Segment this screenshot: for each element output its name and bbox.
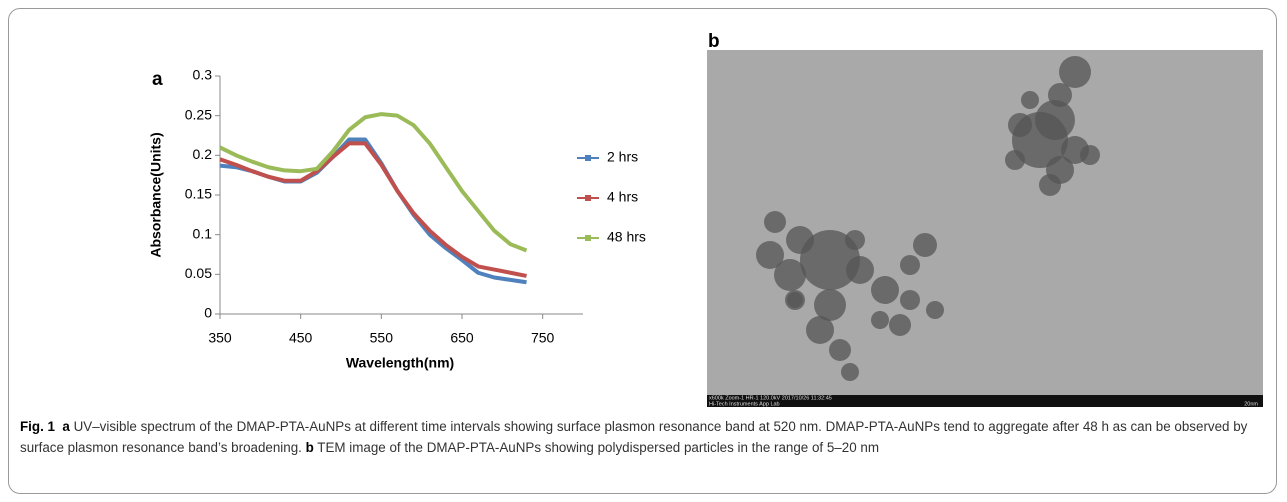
x-tick-label: 450	[289, 330, 313, 346]
legend-label: 4 hrs	[607, 189, 638, 205]
series-line	[219, 141, 527, 278]
caption-text: UV–visible spectrum of the DMAP-PTA-AuNP…	[20, 419, 1248, 455]
legend-marker	[585, 195, 591, 201]
x-tick-label: 350	[208, 330, 232, 346]
series-line	[219, 112, 528, 253]
panel-label: a	[152, 69, 163, 90]
y-tick-label: 0	[204, 305, 212, 321]
y-tick-label: 0.05	[185, 265, 212, 281]
caption-fig: Fig. 1	[20, 419, 55, 434]
y-tick-label: 0.25	[185, 106, 212, 122]
y-tick-label: 0.2	[193, 146, 213, 162]
panel-label: b	[708, 31, 720, 52]
legend-label: 48 hrs	[607, 229, 646, 245]
tem-background	[707, 50, 1263, 407]
tem-info-bar	[707, 395, 1263, 407]
caption-label: a	[62, 419, 70, 434]
particles	[756, 56, 1100, 381]
legend-marker	[585, 155, 591, 161]
caption-label: b	[305, 440, 314, 455]
x-axis-title: Wavelength(nm)	[346, 355, 454, 371]
tem-image: x600k Zoom-1 HR-1 120.0kV 2017/10/26 11:…	[707, 50, 1263, 407]
caption: Fig. 1 a UV–visible spectrum of the DMAP…	[20, 416, 1270, 458]
y-tick-label: 0.3	[193, 67, 213, 83]
figure: a Absorbance(Units) Wavelength(nm) b x60…	[148, 31, 1263, 407]
legend-label: 2 hrs	[607, 149, 638, 165]
y-tick-label: 0.15	[185, 186, 212, 202]
tem-info: x600k Zoom-1 HR-1 120.0kV 2017/10/26 11:…	[709, 395, 832, 401]
tem-scale: 20nm	[1244, 401, 1258, 407]
x-tick-label: 650	[450, 330, 474, 346]
figure-frame	[8, 8, 1277, 494]
tem-info: Hi-Tech Instruments App Lab	[709, 401, 780, 407]
x-tick-label: 750	[531, 330, 555, 346]
y-axis-title: Absorbance(Units)	[148, 132, 164, 257]
legend-marker	[585, 235, 591, 241]
caption-text: TEM image of the DMAP-PTA-AuNPs showing …	[317, 440, 879, 455]
x-tick-label: 550	[370, 330, 394, 346]
y-tick-label: 0.1	[193, 225, 213, 241]
